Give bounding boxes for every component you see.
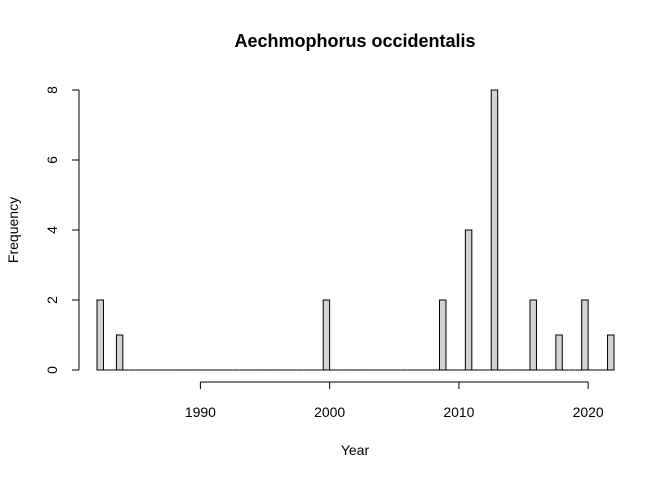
histogram-bar: [464, 229, 473, 371]
y-tick-label: 8: [44, 86, 60, 94]
x-axis-label: Year: [341, 442, 370, 458]
y-axis: 0 2 4 6 8: [44, 86, 80, 374]
bars-group: [96, 89, 615, 371]
histogram-bar: [529, 299, 537, 371]
x-tick-label: 2020: [573, 404, 604, 420]
histogram-bar: [555, 334, 563, 371]
y-tick-label: 0: [44, 366, 60, 374]
histogram-bar: [490, 89, 499, 371]
x-axis: 1990 2000 2010 2020: [185, 381, 604, 420]
x-tick-label: 2000: [314, 404, 345, 420]
chart-title: Aechmophorus occidentalis: [234, 31, 475, 51]
histogram-bar: [439, 299, 447, 371]
histogram-bar: [322, 299, 331, 371]
y-tick-label: 2: [44, 296, 60, 304]
y-tick-label: 6: [44, 156, 60, 164]
y-axis-label: Frequency: [5, 197, 21, 263]
y-tick-label: 4: [44, 226, 60, 234]
histogram-bar: [607, 334, 615, 371]
histogram-bar: [96, 299, 104, 371]
x-tick-label: 1990: [185, 404, 216, 420]
histogram-bar: [115, 334, 124, 371]
x-tick-label: 2010: [443, 404, 474, 420]
histogram-bar: [581, 299, 589, 371]
